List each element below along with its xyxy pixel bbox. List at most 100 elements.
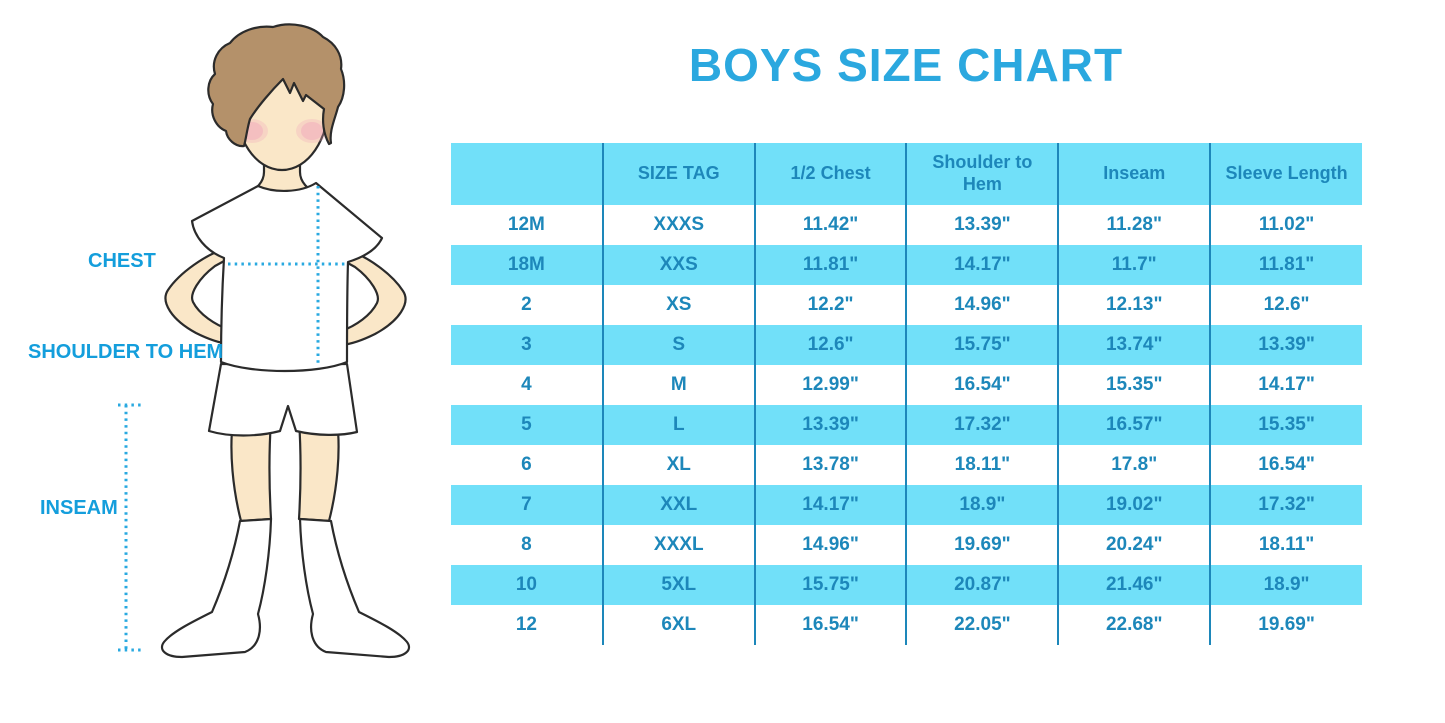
table-cell: 22.68" <box>1057 605 1211 645</box>
table-row: 12M XXXS 11.42" 13.39" 11.28" 11.02" <box>451 205 1362 245</box>
hair <box>207 23 346 148</box>
table-cell: 12 <box>515 614 537 635</box>
table-cell: 20.87" <box>905 565 1059 605</box>
column-header-4: Inseam <box>1057 143 1211 205</box>
table-cell: 20.24" <box>1057 525 1211 565</box>
table-cell: 11.81" <box>753 245 907 285</box>
table-cell: 7 <box>521 494 532 515</box>
table-row: 4 M 12.99" 16.54" 15.35" 14.17" <box>451 365 1362 405</box>
table-cell: 4 <box>521 374 532 395</box>
table-cell: 5XL <box>601 565 755 605</box>
table-row: 6 XL 13.78" 18.11" 17.8" 16.54" <box>451 445 1362 485</box>
table-cell: 16.54" <box>753 605 907 645</box>
table-row: 2 XS 12.2" 14.96" 12.13" 12.6" <box>451 285 1362 325</box>
table-cell: 11.42" <box>753 205 907 245</box>
table-cell: 13.74" <box>1057 325 1211 365</box>
table-cell: M <box>601 365 755 405</box>
column-header-5: Sleeve Length <box>1209 143 1362 205</box>
table-cell: 15.35" <box>1209 405 1362 445</box>
table-cell: S <box>601 325 755 365</box>
inseam-label: INSEAM <box>40 497 118 519</box>
table-cell: XS <box>601 285 755 325</box>
boy-illustration <box>118 23 411 659</box>
table-cell: 16.54" <box>1209 445 1362 485</box>
table-cell: XXXL <box>601 525 755 565</box>
table-cell: 12.2" <box>753 285 907 325</box>
right-sock <box>298 517 411 659</box>
column-header-0 <box>451 143 603 205</box>
table-row: 7 XXL 14.17" 18.9" 19.02" 17.32" <box>451 485 1362 525</box>
table-cell: 13.39" <box>753 405 907 445</box>
table-cell: 18M <box>507 254 545 275</box>
table-cell: 15.35" <box>1057 365 1211 405</box>
table-cell: 18.11" <box>1209 525 1362 565</box>
column-header-3: Shoulder to Hem <box>905 143 1059 205</box>
table-cell: 13.39" <box>905 205 1059 245</box>
table-row: 5 L 13.39" 17.32" 16.57" 15.35" <box>451 405 1362 445</box>
table-cell: 12.13" <box>1057 285 1211 325</box>
table-cell: 12.99" <box>753 365 907 405</box>
table-cell: 22.05" <box>905 605 1059 645</box>
table-row: 10 5XL 15.75" 20.87" 21.46" 18.9" <box>451 565 1362 605</box>
table-cell: 3 <box>521 334 532 355</box>
table-cell: 19.02" <box>1057 485 1211 525</box>
table-cell: 10 <box>515 574 537 595</box>
table-cell: 18.9" <box>1209 565 1362 605</box>
table-cell: 11.81" <box>1209 245 1362 285</box>
table-cell: 14.17" <box>753 485 907 525</box>
left-sock <box>160 517 273 659</box>
table-cell: 8 <box>521 534 532 555</box>
table-cell: 17.32" <box>905 405 1059 445</box>
table-cell: 15.75" <box>905 325 1059 365</box>
table-cell: 14.96" <box>753 525 907 565</box>
table-row: 18M XXS 11.81" 14.17" 11.7" 11.81" <box>451 245 1362 285</box>
shoulder-to-hem-label: SHOULDER TO HEM <box>28 341 224 363</box>
table-cell: XXL <box>601 485 755 525</box>
column-header-1: SIZE TAG <box>601 143 755 205</box>
table-cell: 12M <box>507 214 545 235</box>
table-cell: 19.69" <box>1209 605 1362 645</box>
table-row: 12 6XL 16.54" 22.05" 22.68" 19.69" <box>451 605 1362 645</box>
size-table-body: 12M XXXS 11.42" 13.39" 11.28" 11.02" 18M XXS 11.… <box>451 205 1362 645</box>
table-cell: 17.32" <box>1209 485 1362 525</box>
table-cell: L <box>601 405 755 445</box>
header-row: SIZE TAG 1/2 Chest Shoulder to Hem Inseam Sl… <box>451 143 1362 205</box>
table-cell: 13.78" <box>753 445 907 485</box>
table-cell: 17.8" <box>1057 445 1211 485</box>
table-cell: XXXS <box>601 205 755 245</box>
left-arm <box>164 247 232 346</box>
right-cheek-core <box>301 122 323 140</box>
table-cell: XL <box>601 445 755 485</box>
table-cell: 12.6" <box>1209 285 1362 325</box>
table-cell: 11.7" <box>1057 245 1211 285</box>
table-cell: 15.75" <box>753 565 907 605</box>
table-cell: 21.46" <box>1057 565 1211 605</box>
table-cell: 18.9" <box>905 485 1059 525</box>
table-row: 8 XXXL 14.96" 19.69" 20.24" 18.11" <box>451 525 1362 565</box>
column-header-2: 1/2 Chest <box>753 143 907 205</box>
table-cell: 11.02" <box>1209 205 1362 245</box>
table-cell: 19.69" <box>905 525 1059 565</box>
size-table: SIZE TAG 1/2 Chest Shoulder to Hem Inseam Sl… <box>451 143 1362 645</box>
table-cell: 13.39" <box>1209 325 1362 365</box>
table-cell: 18.11" <box>905 445 1059 485</box>
table-cell: 14.96" <box>905 285 1059 325</box>
table-cell: 16.57" <box>1057 405 1211 445</box>
table-cell: 2 <box>521 294 532 315</box>
table-cell: XXS <box>601 245 755 285</box>
table-cell: 11.28" <box>1057 205 1211 245</box>
size-table-header: SIZE TAG 1/2 Chest Shoulder to Hem Inseam Sl… <box>451 143 1362 205</box>
table-row: 3 S 12.6" 15.75" 13.74" 13.39" <box>451 325 1362 365</box>
table-cell: 5 <box>521 414 532 435</box>
table-cell: 14.17" <box>905 245 1059 285</box>
table-cell: 6 <box>521 454 532 475</box>
chest-label: CHEST <box>88 250 156 272</box>
page-title: BOYS SIZE CHART <box>688 39 1124 91</box>
table-cell: 16.54" <box>905 365 1059 405</box>
table-cell: 12.6" <box>753 325 907 365</box>
table-cell: 6XL <box>601 605 755 645</box>
right-arm <box>339 249 407 347</box>
shorts <box>207 362 359 437</box>
tshirt <box>190 181 384 373</box>
